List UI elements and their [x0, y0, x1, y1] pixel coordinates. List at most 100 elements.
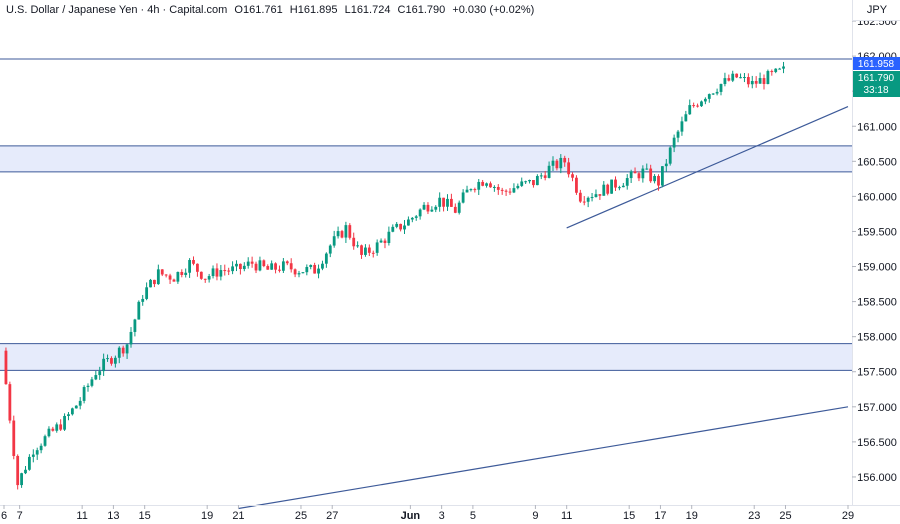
candle-body: [512, 188, 516, 193]
candle-body: [750, 80, 754, 85]
candle-body: [449, 198, 453, 207]
currency-label[interactable]: JPY: [852, 0, 900, 21]
candle-body: [637, 173, 641, 179]
candle-body: [657, 175, 660, 186]
trendline: [566, 106, 849, 229]
candle-body: [94, 375, 98, 380]
candle-body: [453, 206, 457, 213]
candle-body: [660, 166, 664, 186]
candle-body: [188, 260, 192, 273]
candle-body: [489, 183, 492, 188]
candle-body: [176, 271, 180, 282]
candle-body: [602, 184, 606, 196]
candle-body: [149, 279, 152, 288]
price-tick-label: 156.000: [857, 472, 897, 484]
price-tick-label: 158.000: [857, 332, 897, 344]
candle-body: [39, 445, 43, 451]
candle-body: [715, 91, 719, 94]
candle-body: [629, 171, 633, 179]
candle-body: [633, 171, 637, 174]
candle-body: [555, 160, 559, 169]
price-tick-label: 159.000: [857, 262, 897, 274]
candle-body: [262, 260, 266, 267]
candle-body: [215, 268, 219, 277]
candle-body: [78, 400, 82, 406]
candle-body: [313, 264, 317, 274]
candle-body: [274, 263, 277, 270]
price-tick-label: 157.000: [857, 402, 897, 414]
candle-body: [328, 245, 332, 254]
price-tick-label: 159.500: [857, 226, 897, 238]
candle-body: [133, 319, 137, 332]
last-price-label: 161.790: [858, 73, 895, 84]
candle-body: [504, 190, 508, 192]
candle-body: [379, 240, 383, 243]
time-tick-label: 9: [532, 510, 538, 522]
candle-body: [8, 384, 12, 421]
candle-body: [113, 357, 117, 364]
candle-body: [266, 266, 270, 270]
candle-body: [4, 350, 8, 385]
candle-body: [434, 206, 438, 210]
candle-body: [567, 162, 571, 175]
candle-body: [719, 84, 723, 92]
candle-body: [508, 191, 512, 193]
candle-body: [430, 209, 434, 212]
candle-body: [367, 247, 371, 253]
ohlc-low: L161.724: [344, 4, 391, 16]
candle-body: [774, 68, 778, 72]
time-tick-label: 5: [470, 510, 476, 522]
time-tick-label: 11: [76, 510, 87, 522]
candle-body: [692, 105, 696, 107]
candle-body: [516, 185, 520, 189]
candle-body: [51, 428, 55, 431]
candle-body: [598, 194, 602, 196]
candle-body: [442, 197, 445, 207]
candle-body: [70, 408, 74, 415]
candle-body: [496, 186, 500, 190]
price-tick-label: 157.500: [857, 367, 897, 379]
candle-body: [168, 275, 172, 280]
time-tick-label: 19: [201, 510, 213, 522]
candle-body: [582, 201, 586, 203]
candle-body: [352, 237, 356, 247]
candle-body: [293, 269, 297, 275]
candle-body: [590, 197, 594, 199]
candle-body: [766, 71, 770, 85]
candle-body: [156, 269, 160, 285]
time-axis[interactable]: 6 7 11 13 15 19 21 25 27 Jun 3 5 9 11 15 17 19 23 25 29: [1, 505, 854, 522]
candle-body: [414, 216, 418, 218]
trendlines: [238, 106, 849, 510]
support-resistance-zones: [0, 145, 852, 371]
trendline: [238, 406, 849, 510]
candle-body: [403, 225, 406, 230]
candle-body: [473, 189, 477, 191]
candle-body: [563, 157, 567, 163]
candle-body: [688, 105, 692, 115]
candle-body: [360, 245, 363, 255]
candle-body: [324, 253, 328, 264]
price-zone: [0, 145, 852, 172]
candle-body: [739, 77, 742, 79]
time-tick-label: 29: [842, 510, 854, 522]
candle-body: [301, 272, 305, 274]
candle-body: [344, 225, 348, 238]
candle-body: [106, 358, 109, 360]
candle-body: [180, 271, 184, 275]
candle-body: [340, 231, 344, 238]
bar-countdown-label: 33:18: [863, 85, 888, 96]
candle-body: [27, 456, 31, 470]
time-tick-label: 13: [107, 510, 119, 522]
candle-body: [575, 177, 578, 193]
candle-body: [125, 344, 129, 354]
candle-body: [481, 181, 485, 186]
candle-body: [668, 147, 672, 164]
candle-body: [98, 371, 102, 376]
candle-body: [645, 168, 649, 170]
candle-body: [465, 189, 469, 193]
candle-body: [356, 245, 360, 247]
symbol-title[interactable]: U.S. Dollar / Japanese Yen · 4h · Capita…: [6, 4, 228, 16]
candle-body: [192, 260, 195, 264]
candle-body: [680, 121, 684, 132]
